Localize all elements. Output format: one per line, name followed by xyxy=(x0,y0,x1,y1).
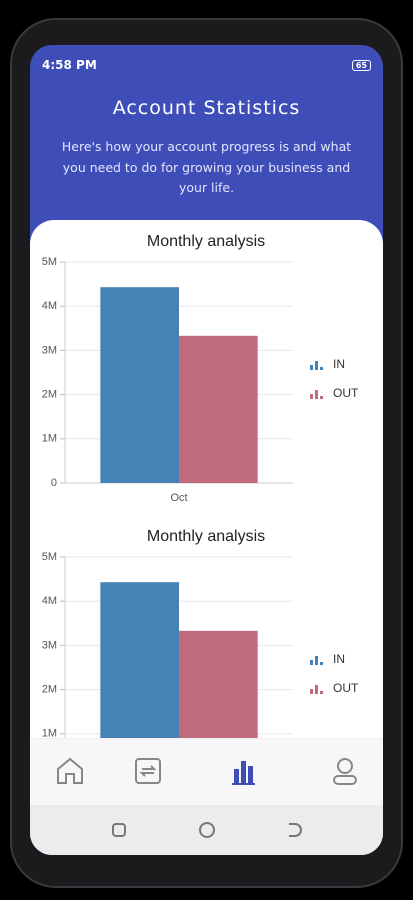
chart-title: Monthly analysis xyxy=(147,528,265,545)
legend-icon xyxy=(310,656,323,665)
stats-button[interactable] xyxy=(232,761,255,785)
system-buttons xyxy=(112,822,302,838)
y-tick-label: 1M xyxy=(42,433,57,445)
legend-label: IN xyxy=(333,652,345,666)
battery: 65 xyxy=(351,60,371,71)
x-tick-label: Oct xyxy=(170,492,187,504)
y-tick-label: 4M xyxy=(42,595,57,607)
y-tick-label: 3M xyxy=(42,344,57,356)
y-tick-label: 3M xyxy=(42,639,57,651)
transfer-button[interactable] xyxy=(135,758,161,784)
legend-label: IN xyxy=(333,357,345,371)
home-button[interactable] xyxy=(57,757,83,784)
y-tick-label: 2M xyxy=(42,684,57,696)
bar xyxy=(179,335,258,483)
nav-icons xyxy=(57,757,357,785)
status-time: 4:58 PM xyxy=(42,58,97,72)
legend-icon xyxy=(310,685,323,694)
bottom-nav xyxy=(30,738,383,806)
legend-icon xyxy=(310,361,323,370)
chart: Monthly analysis 0 1M 2M 3M 4M 5M Oct IN OUT xyxy=(42,233,359,504)
legend-icon xyxy=(310,390,323,399)
y-tick-label: 4M xyxy=(42,300,57,312)
profile-button[interactable] xyxy=(333,758,357,785)
recents-button[interactable] xyxy=(112,823,126,837)
legend-label: OUT xyxy=(333,386,359,400)
home-system-button[interactable] xyxy=(199,822,215,838)
chart-title: Monthly analysis xyxy=(147,233,265,250)
legend-label: OUT xyxy=(333,681,359,695)
back-button[interactable] xyxy=(289,823,302,837)
page-subtitle: Here's how your account progress is and … xyxy=(61,139,352,195)
page-title: Account Statistics xyxy=(112,97,301,119)
y-tick-label: 1M xyxy=(42,728,57,740)
bar xyxy=(100,287,179,483)
system-nav xyxy=(30,805,383,855)
screen: 4:58 PM 65 Account Statistics Here's how… xyxy=(30,45,383,855)
y-tick-label: 5M xyxy=(42,256,57,268)
y-tick-label: 0 xyxy=(51,477,57,489)
y-tick-label: 2M xyxy=(42,389,57,401)
y-tick-label: 5M xyxy=(42,551,57,563)
